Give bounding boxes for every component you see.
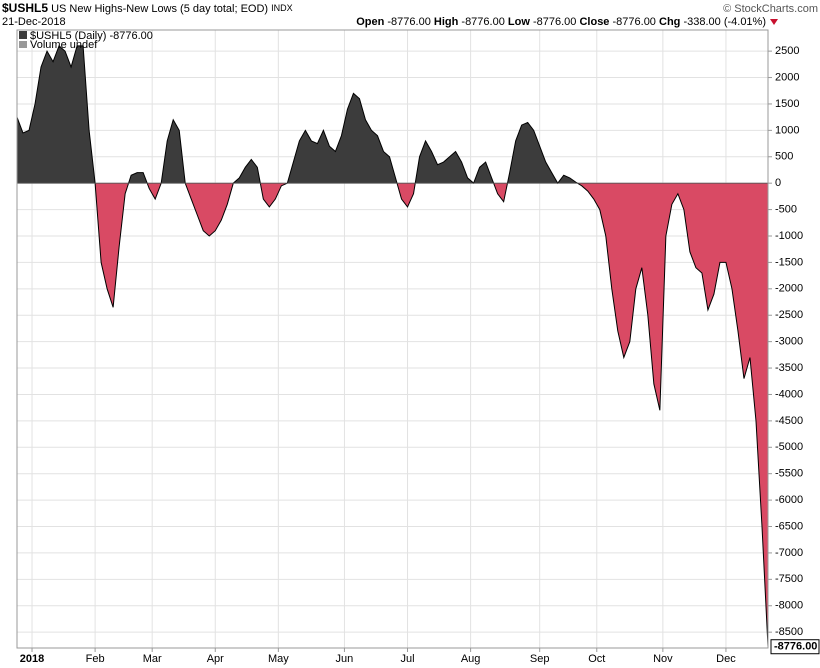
x-tick-label: May xyxy=(268,653,289,665)
x-tick-label: Nov xyxy=(653,653,673,665)
x-tick-label: Oct xyxy=(588,653,605,665)
positive-area xyxy=(17,45,768,184)
x-tick-label: Dec xyxy=(716,653,736,665)
y-tick-label: -8000 xyxy=(775,600,803,612)
y-tick-label: -2500 xyxy=(775,309,803,321)
y-tick-label: -5500 xyxy=(775,468,803,480)
header-title: $USHL5 US New Highs-New Lows (5 day tota… xyxy=(2,1,293,15)
open: -8776.00 xyxy=(387,16,430,28)
y-tick-label: -6500 xyxy=(775,520,803,532)
plot: 2500 2000 1500 1000 500 0 -500 -1000 -1500 -2000 -… xyxy=(16,30,820,665)
low-label: Low xyxy=(508,16,530,28)
x-tick-label: Jun xyxy=(336,653,354,665)
date: 21-Dec-2018 xyxy=(2,16,66,28)
y-tick-label: -4000 xyxy=(775,388,803,400)
x-tick-label: 2018 xyxy=(20,653,44,665)
y-tick-label: -1000 xyxy=(775,230,803,242)
legend-series: $USHL5 (Daily) -8776.00 xyxy=(30,30,153,42)
negative-area xyxy=(95,183,768,647)
low: -8776.00 xyxy=(533,16,576,28)
plot-frame xyxy=(16,29,769,649)
y-tick-label: 1500 xyxy=(775,98,799,110)
x-tick-label: Mar xyxy=(143,653,162,665)
description: US New Highs-New Lows (5 day total; EOD) xyxy=(51,3,268,15)
y-tick-label: -7000 xyxy=(775,547,803,559)
y-tick-label: 2000 xyxy=(775,71,799,83)
last-value-label: -8776.00 xyxy=(774,641,817,653)
ohlc: Open -8776.00 High -8776.00 Low -8776.00… xyxy=(356,16,766,28)
line xyxy=(16,44,769,647)
y-tick-label: -3500 xyxy=(775,362,803,374)
y-tick-label: -7500 xyxy=(775,573,803,585)
chg-label: Chg xyxy=(659,16,680,28)
x-tick-label: Apr xyxy=(207,653,224,665)
y-tick-label: 2500 xyxy=(775,45,799,57)
x-tick-label: Jul xyxy=(400,653,414,665)
copyright: © StockCharts.com xyxy=(723,3,818,15)
last-value-box xyxy=(770,639,820,655)
open-label: Open xyxy=(356,16,384,28)
y-tick-label: -8500 xyxy=(775,626,803,638)
y-tick-label: -6000 xyxy=(775,494,803,506)
y-tick-label: -1500 xyxy=(775,256,803,268)
y-tick-label: 1000 xyxy=(775,124,799,136)
legend-swatch xyxy=(19,31,27,39)
y-tick-label: -500 xyxy=(775,203,797,215)
y-tick-label: 0 xyxy=(775,177,781,189)
y-tick-label: -3000 xyxy=(775,336,803,348)
x-tick-label: Aug xyxy=(461,653,481,665)
volume-swatch xyxy=(19,41,27,48)
y-tick-label: -2000 xyxy=(775,283,803,295)
exchange: INDX xyxy=(271,3,293,13)
close: -8776.00 xyxy=(613,16,656,28)
down-arrow xyxy=(770,19,778,25)
close-label: Close xyxy=(579,16,609,28)
high: -8776.00 xyxy=(461,16,504,28)
x-tick-label: Sep xyxy=(530,653,550,665)
high-label: High xyxy=(434,16,459,28)
symbol: $USHL5 xyxy=(2,1,48,15)
x-tick-label: Feb xyxy=(86,653,105,665)
y-tick-label: -4500 xyxy=(775,415,803,427)
y-tick-label: 500 xyxy=(775,151,793,163)
chg: -338.00 (-4.01%) xyxy=(683,16,766,28)
legend-volume: Volume undef xyxy=(30,39,98,51)
y-tick-label: -5000 xyxy=(775,441,803,453)
